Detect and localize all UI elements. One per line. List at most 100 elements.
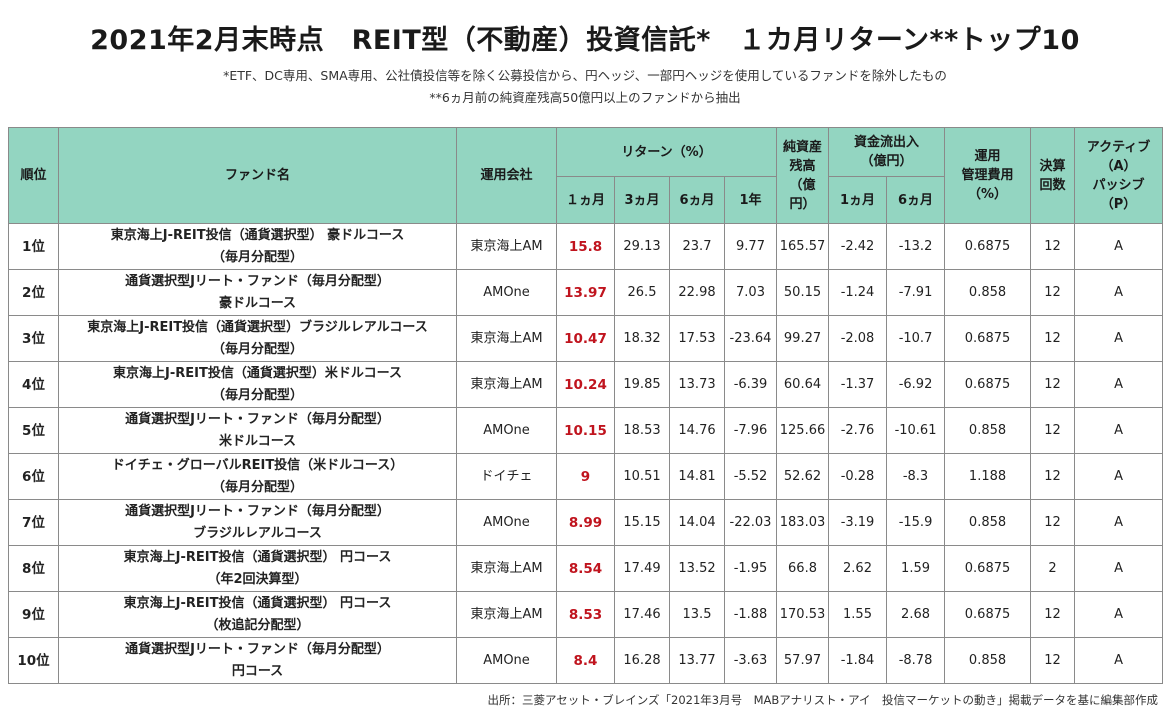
return-3m-cell: 16.28 [614,637,670,684]
net-assets-cell: 183.03 [776,499,830,546]
fund-name-line: （毎月分配型） [211,479,303,495]
return-1m-cell: 13.97 [556,269,615,316]
fund-name-line: ブラジルレアルコース [193,525,322,541]
style-cell: A [1074,361,1164,408]
fund-name-cell: 東京海上J-REIT投信（通貨選択型） 円コース （年2回決算型） [58,545,457,592]
settlements-cell: 12 [1030,499,1076,546]
flow-6m-cell: -6.92 [886,361,946,408]
header-return-group: リターン（%） [555,127,778,177]
source-note: 出所：三菱アセット・ブレインズ「2021年3月号 MABアナリスト・アイ 投信マ… [487,693,1159,707]
style-cell: A [1074,591,1164,638]
header-settlements-line: 回数 [1039,177,1066,193]
settlements-cell: 2 [1030,545,1076,592]
return-1m-cell: 8.53 [556,591,615,638]
header-fee-line: 管理費用 [961,168,1014,183]
settlements-cell: 12 [1030,315,1076,362]
header-net-assets-line: 残高 [789,158,816,174]
return-1y-cell: -23.64 [723,315,778,362]
fund-name-line: ドイチェ・グローバルREIT投信（米ドルコース） [111,457,404,473]
return-3m-cell: 19.85 [614,361,670,408]
return-3m-cell: 17.49 [614,545,670,592]
return-1y-cell: -1.88 [723,591,778,638]
net-assets-cell: 50.15 [776,269,830,316]
fund-name-line: 円コース [231,663,284,679]
fund-name-line: （年2回決算型） [207,571,308,587]
fee-cell: 0.6875 [944,315,1032,362]
header-net-assets-line: 円） [789,196,816,212]
settlements-cell: 12 [1030,591,1076,638]
header-fee-line: （%） [968,187,1008,202]
return-6m-cell: 17.53 [669,315,725,362]
page-title: 2021年2月末時点 REIT型（不動産）投資信託* １カ月リターン**トップ1… [90,25,1080,56]
header-style-line: （P） [1100,196,1137,212]
fund-name-cell: 通貨選択型Jリート・ファンド（毎月分配型） 豪ドルコース [58,269,457,316]
fee-cell: 0.858 [944,407,1032,454]
fee-cell: 0.6875 [944,591,1032,638]
settlements-cell: 12 [1030,269,1076,316]
fee-cell: 0.6875 [944,545,1032,592]
return-3m-cell: 10.51 [614,453,670,500]
rank-cell: 6位 [8,453,59,500]
header-style-line: パッシブ [1092,177,1145,193]
header-company: 運用会社 [456,127,557,224]
company-cell: 東京海上AM [456,315,557,362]
flow-6m-cell: -13.2 [886,223,946,270]
return-1m-cell: 10.47 [556,315,615,362]
return-6m-cell: 13.52 [669,545,725,592]
rank-cell: 2位 [8,269,59,316]
return-6m-cell: 23.7 [669,223,725,270]
net-assets-cell: 52.62 [776,453,830,500]
header-style-line: アクティブ [1086,139,1151,155]
return-1m-cell: 10.15 [556,407,615,454]
header-flow-group: 資金流出入 （億円） [828,127,946,177]
return-6m-cell: 13.73 [669,361,725,408]
fund-name-line: （枚追記分配型） [205,617,310,633]
table-row: 2位 通貨選択型Jリート・ファンド（毎月分配型） 豪ドルコース AMOne 13.97 2… [8,269,1164,316]
net-assets-cell: 66.8 [776,545,830,592]
return-6m-cell: 14.04 [669,499,725,546]
header-flow-line: （億円） [860,154,913,169]
rank-cell: 7位 [8,499,59,546]
header-style-line: （A） [1100,158,1137,174]
company-cell: AMOne [456,407,557,454]
fund-name-cell: 通貨選択型Jリート・ファンド（毎月分配型） 米ドルコース [58,407,457,454]
settlements-cell: 12 [1030,407,1076,454]
company-cell: 東京海上AM [456,591,557,638]
header-fund-name: ファンド名 [58,127,457,224]
style-cell: A [1074,269,1164,316]
rank-cell: 8位 [8,545,59,592]
return-1y-cell: -1.95 [723,545,778,592]
table-row: 8位 東京海上J-REIT投信（通貨選択型） 円コース （年2回決算型） 東京海上AM… [8,545,1164,592]
flow-6m-cell: 2.68 [886,591,946,638]
flow-1m-cell: 2.62 [828,545,888,592]
flow-6m-cell: -7.91 [886,269,946,316]
header-style: アクティブ （A） パッシブ （P） [1074,127,1164,224]
return-6m-cell: 14.76 [669,407,725,454]
table-row: 9位 東京海上J-REIT投信（通貨選択型） 円コース （枚追記分配型） 東京海上AM… [8,591,1164,638]
settlements-cell: 12 [1030,453,1076,500]
rank-cell: 10位 [8,637,59,684]
flow-1m-cell: -1.24 [828,269,888,316]
return-1y-cell: -6.39 [723,361,778,408]
style-cell: A [1074,637,1164,684]
flow-1m-cell: -0.28 [828,453,888,500]
fund-name-cell: 通貨選択型Jリート・ファンド（毎月分配型） ブラジルレアルコース [58,499,457,546]
fund-name-line: 東京海上J-REIT投信（通貨選択型） 豪ドルコース [110,227,405,243]
header-rank: 順位 [8,127,59,224]
return-6m-cell: 13.77 [669,637,725,684]
fund-name-line: 通貨選択型Jリート・ファンド（毎月分配型） [125,411,390,427]
table-row: 1位 東京海上J-REIT投信（通貨選択型） 豪ドルコース （毎月分配型） 東京海上A… [8,223,1164,270]
company-cell: 東京海上AM [456,361,557,408]
net-assets-cell: 57.97 [776,637,830,684]
rank-cell: 3位 [8,315,59,362]
flow-1m-cell: 1.55 [828,591,888,638]
fund-name-line: 通貨選択型Jリート・ファンド（毎月分配型） [125,503,390,519]
return-3m-cell: 18.32 [614,315,670,362]
return-1m-cell: 8.54 [556,545,615,592]
table-row: 10位 通貨選択型Jリート・ファンド（毎月分配型） 円コース AMOne 8.4 16.2… [8,637,1164,684]
flow-1m-cell: -1.37 [828,361,888,408]
fee-cell: 0.858 [944,499,1032,546]
return-6m-cell: 13.5 [669,591,725,638]
settlements-cell: 12 [1030,637,1076,684]
header-flow-1m: 1ヵ月 [828,176,888,224]
